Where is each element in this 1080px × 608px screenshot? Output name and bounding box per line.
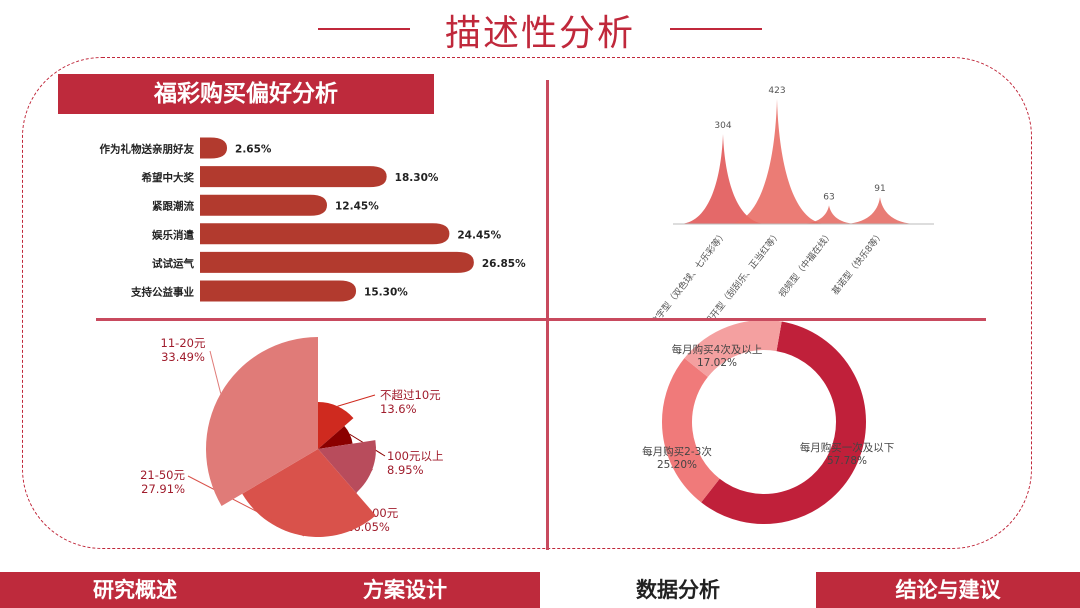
rose-value-label: 27.91% bbox=[141, 482, 185, 496]
nav-item[interactable]: 方案设计 bbox=[270, 572, 540, 608]
rose-slice bbox=[206, 337, 318, 506]
vertical-divider bbox=[546, 80, 549, 550]
donut-category-label: 每月购买2-3次 bbox=[642, 445, 712, 458]
content-frame bbox=[22, 57, 1032, 549]
bar-category-label: 紧跟潮流 bbox=[152, 200, 194, 213]
rose-category-label: 不超过10元 bbox=[380, 388, 441, 402]
bar bbox=[200, 166, 387, 188]
bar bbox=[200, 280, 357, 302]
horizontal-divider bbox=[96, 318, 986, 321]
spending-rose-chart: 不超过10元13.6%100元以上8.95%51-100元16.05%21-50… bbox=[140, 336, 443, 537]
donut-slice bbox=[662, 358, 721, 503]
bar-value-label: 12.45% bbox=[335, 201, 379, 213]
header: 描述性分析 bbox=[0, 0, 1080, 54]
bar-category-label: 希望中大奖 bbox=[141, 171, 195, 184]
rose-leader-line bbox=[337, 394, 376, 407]
area-peak bbox=[799, 205, 859, 224]
donut-value-label: 25.20% bbox=[657, 459, 697, 471]
x-tick-label: 基诺型（快乐8等） bbox=[829, 228, 886, 297]
title-right-line bbox=[670, 28, 762, 30]
bar-category-label: 作为礼物送亲朋好友 bbox=[100, 143, 195, 156]
bar-value-label: 15.30% bbox=[364, 287, 408, 299]
donut-category-label: 每月购买4次及以上 bbox=[672, 343, 763, 356]
donut-category-label: 每月购买一次及以下 bbox=[800, 441, 895, 454]
nav-item[interactable]: 研究概述 bbox=[0, 572, 270, 608]
bar bbox=[200, 223, 450, 245]
page-title: 描述性分析 bbox=[444, 13, 635, 54]
area-peak bbox=[842, 197, 918, 224]
bar bbox=[200, 251, 474, 273]
area-value-label: 63 bbox=[823, 192, 834, 202]
area-value-label: 423 bbox=[768, 86, 785, 96]
rose-value-label: 8.95% bbox=[387, 463, 424, 477]
rose-category-label: 100元以上 bbox=[387, 449, 443, 463]
x-tick-label: 乐透数字型（双色球、七乐彩等） bbox=[637, 228, 730, 318]
rose-category-label: 11-20元 bbox=[161, 336, 206, 350]
rose-leader-line bbox=[209, 350, 222, 394]
rose-slice bbox=[318, 440, 376, 493]
bar-value-label: 18.30% bbox=[395, 172, 439, 184]
donut-value-label: 17.02% bbox=[697, 357, 737, 369]
bar-value-label: 2.65% bbox=[235, 144, 272, 156]
bar-value-label: 24.45% bbox=[457, 229, 501, 241]
bar-category-label: 娱乐消遣 bbox=[152, 228, 194, 241]
rose-slice bbox=[318, 402, 354, 449]
donut-value-label: 57.78% bbox=[827, 455, 867, 467]
bar-category-label: 试试运气 bbox=[152, 257, 194, 270]
bar-value-label: 26.85% bbox=[482, 258, 526, 270]
area-peak bbox=[727, 99, 827, 224]
rose-leader-line bbox=[187, 475, 305, 537]
rose-slice bbox=[242, 449, 376, 537]
bar bbox=[200, 194, 327, 216]
bar-category-label: 支持公益事业 bbox=[130, 286, 194, 299]
area-peak bbox=[679, 134, 767, 224]
nav-item[interactable]: 结论与建议 bbox=[816, 572, 1080, 608]
donut-slice bbox=[684, 321, 782, 378]
rose-category-label: 21-50元 bbox=[140, 468, 185, 482]
area-value-label: 304 bbox=[714, 121, 731, 131]
preference-bar-chart: 作为礼物送亲朋好友 2.65% 希望中大奖 18.30% 紧跟潮流 12.45% 娱乐消遣 2… bbox=[100, 137, 526, 302]
area-value-label: 91 bbox=[874, 184, 885, 194]
title-left-line bbox=[318, 28, 410, 30]
donut-slice bbox=[701, 321, 866, 524]
x-tick-label: 视频型（中福在线） bbox=[776, 228, 835, 299]
rose-value-label: 33.49% bbox=[161, 350, 205, 364]
rose-value-label: 13.6% bbox=[380, 402, 417, 416]
lottery-type-area-chart: 3044236391乐透数字型（双色球、七乐彩等）即开型（刮刮乐、正当红等）视频… bbox=[637, 86, 934, 318]
nav-item[interactable]: 数据分析 bbox=[540, 572, 816, 608]
rose-slice bbox=[318, 426, 353, 449]
bar bbox=[200, 137, 228, 159]
bar-chart-title: 福彩购买偏好分析 bbox=[58, 74, 434, 114]
